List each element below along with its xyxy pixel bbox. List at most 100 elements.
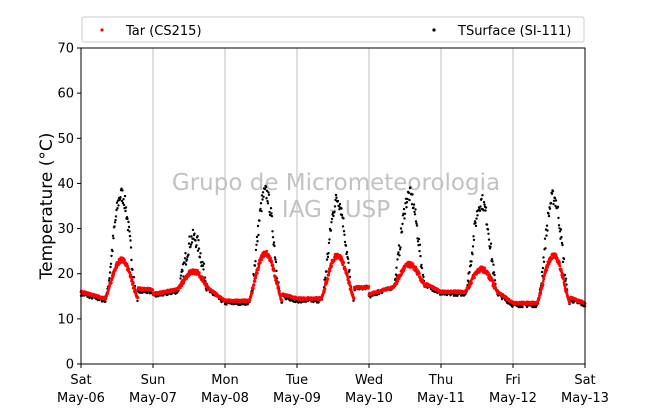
tar-point <box>280 299 284 303</box>
tsurface-point <box>348 275 352 279</box>
tsurface-point <box>129 239 132 242</box>
x-tick-label-day: Sun <box>141 373 166 388</box>
tsurface-point <box>420 266 424 270</box>
legend-label-tsurface: TSurface (SI-111) <box>457 24 571 39</box>
tsurface-point <box>543 237 547 240</box>
tsurface-point <box>410 203 414 206</box>
tsurface-point <box>399 246 402 249</box>
tsurface-point <box>548 207 552 210</box>
tsurface-point <box>190 235 193 238</box>
tar-point <box>127 267 131 271</box>
tar-point <box>409 266 413 269</box>
tsurface-point <box>274 258 277 261</box>
tsurface-point <box>312 300 315 304</box>
tsurface-point <box>348 268 351 272</box>
tsurface-point <box>145 291 149 295</box>
tsurface-point <box>343 240 347 244</box>
tar-point <box>541 279 545 283</box>
tsurface-point <box>116 207 119 210</box>
tsurface-point <box>126 217 129 221</box>
tsurface-point <box>485 223 489 226</box>
tsurface-point <box>195 244 198 247</box>
tsurface-point <box>411 193 414 196</box>
tsurface-point <box>413 210 416 214</box>
tsurface-point <box>197 239 200 242</box>
tar-point <box>470 281 473 285</box>
tsurface-point <box>491 260 494 263</box>
tsurface-point <box>260 209 263 213</box>
tar-point <box>346 277 350 280</box>
tsurface-point <box>415 224 419 227</box>
tar-point <box>555 256 559 260</box>
tsurface-point <box>121 201 125 205</box>
tar-point <box>414 265 418 269</box>
tsurface-point <box>109 262 113 265</box>
tsurface-point <box>397 251 400 254</box>
tar-point <box>539 292 543 295</box>
tsurface-point <box>332 214 335 218</box>
tsurface-point <box>254 248 258 252</box>
tar-point <box>568 300 572 304</box>
tsurface-point <box>128 230 131 233</box>
tar-point <box>325 280 329 283</box>
tsurface-point <box>265 197 268 200</box>
tsurface-point <box>130 258 133 262</box>
tar-point <box>265 249 269 253</box>
tsurface-point <box>418 243 422 246</box>
tsurface-point <box>556 205 560 208</box>
tar-point <box>322 290 326 294</box>
tsurface-point <box>547 214 551 218</box>
tsurface-point <box>414 220 418 223</box>
tsurface-point <box>267 191 270 194</box>
tsurface-point <box>347 261 350 264</box>
tsurface-point <box>541 266 545 270</box>
tsurface-point <box>489 242 493 245</box>
tsurface-point <box>270 215 274 218</box>
tar-point <box>123 258 126 262</box>
tsurface-point <box>554 204 557 208</box>
tsurface-point <box>127 220 130 224</box>
tsurface-point <box>123 194 127 198</box>
x-tick-label-day: Mon <box>211 373 238 388</box>
tsurface-point <box>115 201 119 204</box>
tsurface-point <box>414 208 417 211</box>
tsurface-point <box>416 240 420 243</box>
tsurface-point <box>345 250 349 254</box>
tsurface-point <box>552 202 555 206</box>
tsurface-point <box>274 260 278 264</box>
tsurface-point <box>269 207 273 210</box>
tsurface-point <box>124 209 127 213</box>
tsurface-point <box>342 230 346 233</box>
tsurface-point <box>111 249 114 253</box>
x-tick-label-date: May-06 <box>57 391 105 406</box>
tsurface-point <box>202 262 206 265</box>
tsurface-point <box>253 264 257 267</box>
tsurface-point <box>317 301 320 304</box>
tar-point <box>197 271 201 275</box>
tar-point <box>395 282 399 286</box>
tsurface-point <box>557 224 561 227</box>
tsurface-point <box>119 196 122 199</box>
tsurface-point <box>469 264 473 267</box>
tsurface-point <box>481 194 484 197</box>
plot-frame <box>80 47 586 365</box>
tar-point <box>252 283 256 287</box>
tsurface-point <box>552 199 556 202</box>
tsurface-point <box>330 217 334 221</box>
tsurface-point <box>187 253 190 256</box>
tsurface-point <box>542 256 545 259</box>
tsurface-point <box>104 300 107 303</box>
tar-point <box>270 260 274 263</box>
tsurface-point <box>403 217 406 220</box>
tar-point <box>328 269 332 273</box>
tar-point <box>277 285 280 289</box>
tar-point <box>562 278 566 281</box>
tsurface-point <box>196 249 200 252</box>
tar-point <box>367 285 371 288</box>
legend-marker-tar <box>100 28 104 32</box>
tsurface-point <box>108 277 111 280</box>
tar-point <box>541 282 545 286</box>
x-tick-label-day: Sat <box>70 373 91 388</box>
tsurface-point <box>521 305 524 309</box>
tar-point <box>411 262 415 266</box>
